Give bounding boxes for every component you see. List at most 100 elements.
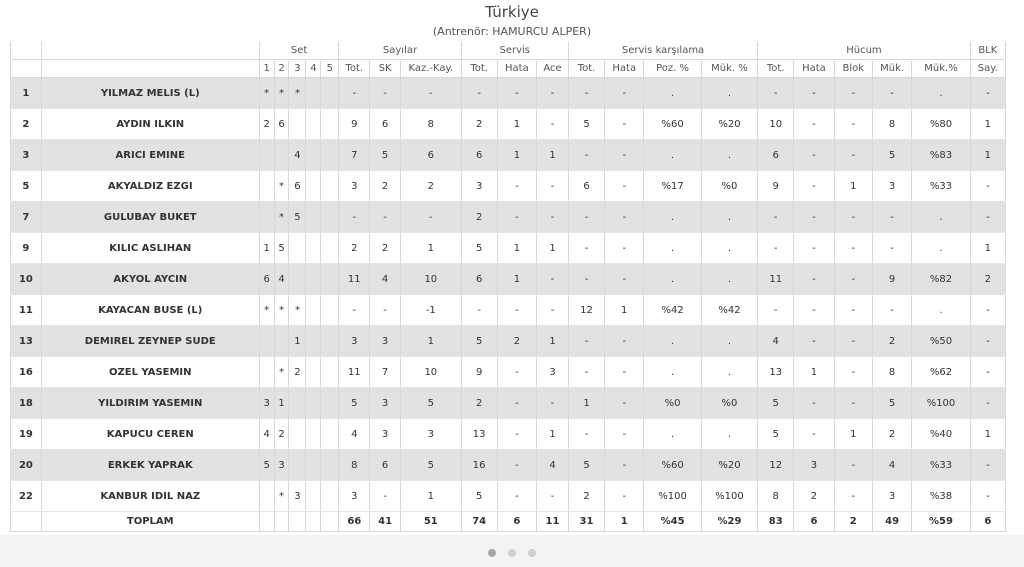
stat-cell: - (969, 480, 1007, 512)
stat-cell: 6 (567, 170, 606, 202)
player-name: ERKEK YAPRAK (40, 449, 260, 481)
stat-cell: - (969, 356, 1007, 388)
player-number: 3 (10, 139, 42, 171)
pagination-dot[interactable] (528, 549, 536, 557)
player-row: 16 OZEL YASEMIN * 2 11 7 10 9-3- -.. 13 1-8 %62- (10, 356, 1007, 388)
stat-cell: %17 (643, 170, 702, 202)
stat-cell (305, 418, 322, 450)
stat-cell: 3 (273, 449, 290, 481)
total-cell: %29 (700, 511, 759, 532)
player-row: 2 AYDIN ILKIN 2 6 9 6 8 2 1-5- %60 %20 10- -8 %80 1 (10, 108, 1007, 140)
stat-cell: 1 (969, 418, 1007, 450)
column-header: Hata (793, 59, 835, 78)
stat-cell: . (643, 139, 702, 171)
stat-cell: - (496, 387, 538, 419)
stat-cell: - (833, 325, 873, 357)
stat-cell: - (833, 387, 873, 419)
stat-cell (258, 480, 275, 512)
stat-cell: 9 (757, 170, 795, 202)
total-cell: 2 (833, 511, 873, 532)
stat-cell: * (288, 77, 307, 109)
pagination-dot[interactable] (508, 549, 516, 557)
stat-cell (305, 263, 322, 295)
stat-cell: 4 (338, 418, 371, 450)
stat-cell: -1 (400, 294, 462, 326)
stat-cell: 3 (400, 418, 462, 450)
stat-cell: 2 (460, 387, 498, 419)
player-name: DEMIREL ZEYNEP SUDE (40, 325, 260, 357)
stat-cell: 6 (369, 449, 402, 481)
pagination-dot[interactable] (488, 549, 496, 557)
stat-cell: . (911, 201, 971, 233)
column-header-row: 1 2 3 4 5 Tot. SK Kaz.-Kay. Tot. Hata Ace Tot. Hata P… (10, 59, 1007, 78)
stat-cell: - (871, 232, 913, 264)
stat-cell: * (258, 294, 275, 326)
stat-cell: 10 (400, 263, 462, 295)
stat-cell: - (969, 77, 1007, 109)
stat-cell: 5 (567, 449, 606, 481)
stat-cell: 13 (460, 418, 498, 450)
total-label: TOPLAM (40, 511, 260, 532)
stat-cell: 2 (871, 418, 913, 450)
stat-cell: - (536, 480, 569, 512)
player-name: KILIC ASLIHAN (40, 232, 260, 264)
total-cell: 49 (871, 511, 913, 532)
stat-cell: - (604, 139, 645, 171)
total-cell: 51 (400, 511, 462, 532)
player-name: YILMAZ MELIS (L) (40, 77, 260, 109)
column-header: Hata (496, 59, 538, 78)
stat-cell: - (969, 449, 1007, 481)
stat-cell: - (604, 77, 645, 109)
stat-cell: %0 (700, 170, 759, 202)
total-cell (320, 511, 340, 532)
column-header: 3 (288, 59, 307, 78)
player-name: AYDIN ILKIN (40, 108, 260, 140)
stat-cell (305, 356, 322, 388)
stat-cell: - (833, 77, 873, 109)
stat-cell: - (833, 201, 873, 233)
stat-cell: 1 (793, 356, 835, 388)
stat-cell: . (911, 232, 971, 264)
stat-cell: 5 (258, 449, 275, 481)
stat-cell: 4 (288, 139, 307, 171)
stat-cell: - (604, 263, 645, 295)
stat-cell: 9 (338, 108, 371, 140)
team-title: Türkiye (485, 3, 539, 21)
column-header: Say. (969, 59, 1007, 78)
total-cell: 6 (793, 511, 835, 532)
stat-cell: - (604, 418, 645, 450)
stat-cell: - (871, 294, 913, 326)
stat-cell: 10 (400, 356, 462, 388)
column-header: Blok (833, 59, 873, 78)
stat-cell: - (833, 108, 873, 140)
stat-cell: %0 (700, 387, 759, 419)
stat-cell: 1 (536, 325, 569, 357)
stat-cell: - (338, 294, 371, 326)
stat-cell: - (793, 387, 835, 419)
stat-cell: 4 (273, 263, 290, 295)
column-header: Mük.% (911, 59, 971, 78)
player-row: 5 AKYALDIZ EZGI * 6 3 2 2 3- -6- %17 %0 9-1 3 %33- (10, 170, 1007, 202)
stat-cell: 3 (338, 480, 371, 512)
total-cell: 11 (536, 511, 569, 532)
stat-cell (320, 263, 340, 295)
stat-cell: 6 (460, 263, 498, 295)
stat-cell: 5 (273, 232, 290, 264)
stat-cell (320, 480, 340, 512)
stat-cell (258, 201, 275, 233)
stat-cell: 1 (969, 232, 1007, 264)
stat-cell: %60 (643, 449, 702, 481)
column-header: 4 (305, 59, 322, 78)
group-sayilar: Sayılar (338, 42, 462, 60)
total-cell: %45 (643, 511, 702, 532)
stat-cell: - (833, 232, 873, 264)
stat-cell: 1 (833, 170, 873, 202)
total-cell (273, 511, 290, 532)
stat-cell: 11 (757, 263, 795, 295)
stat-cell: * (273, 77, 290, 109)
stat-cell: 3 (871, 170, 913, 202)
stat-cell: 6 (460, 139, 498, 171)
stat-cell: - (460, 294, 498, 326)
stats-card: Türkiye (Antrenör: HAMURCU ALPER) Set Sa… (0, 0, 1024, 535)
player-row: 18 YILDIRIM YASEMIN 3 1 5 3 5 2- -1- %0 %0 5- -5 %100… (10, 387, 1007, 419)
